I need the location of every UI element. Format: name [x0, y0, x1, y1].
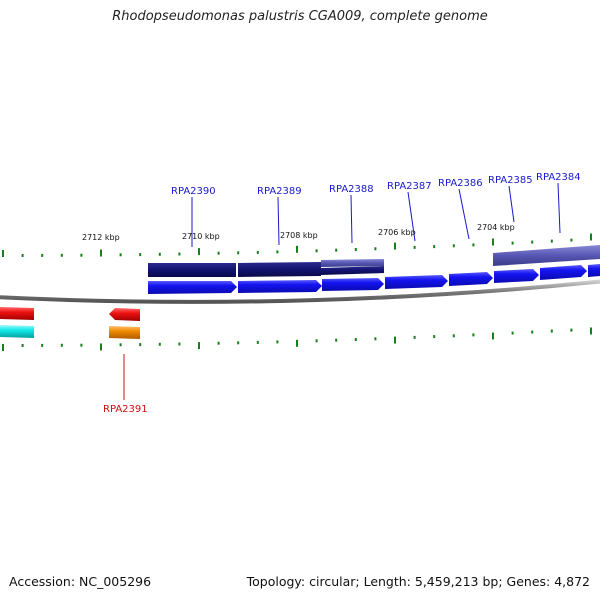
- cds-arrow-rpa2387[interactable]: [385, 275, 448, 289]
- gene-label[interactable]: RPA2391: [103, 404, 148, 415]
- cds-arrow-partial[interactable]: [588, 264, 600, 277]
- tick-label: 2704 kbp: [477, 223, 515, 232]
- tick-label: 2712 kbp: [82, 233, 120, 242]
- genome-backbone: [0, 279, 600, 304]
- gene-label[interactable]: RPA2387: [387, 181, 432, 192]
- tick-label: 2710 kbp: [182, 232, 220, 241]
- gene-label[interactable]: RPA2388: [329, 184, 374, 195]
- feature-dark-1[interactable]: [148, 263, 236, 277]
- tick-label: 2706 kbp: [378, 228, 416, 237]
- tick-row-bottom: [2, 327, 592, 351]
- rna-orange[interactable]: [109, 326, 140, 339]
- tick-row-top: [2, 233, 592, 257]
- gene-label[interactable]: RPA2385: [488, 175, 533, 186]
- cds-arrow-rpa2384[interactable]: [540, 265, 587, 280]
- cds-arrow-rpa2390[interactable]: [148, 281, 237, 294]
- feature-purple-1[interactable]: [321, 259, 384, 267]
- topology-text: Topology: circular; Length: 5,459,213 bp…: [246, 574, 590, 589]
- cds-arrow-rpa2389[interactable]: [238, 280, 322, 293]
- gene-label[interactable]: RPA2389: [257, 186, 302, 197]
- gene-label[interactable]: RPA2386: [438, 178, 483, 189]
- map-title: Rhodopseudomonas palustris CGA009, compl…: [112, 9, 488, 24]
- gene-label[interactable]: RPA2390: [171, 186, 216, 197]
- rna-cyan-left[interactable]: [0, 325, 34, 338]
- feature-dark-3[interactable]: [321, 266, 384, 275]
- gene-label[interactable]: RPA2384: [536, 172, 581, 183]
- feature-purple-2[interactable]: [493, 245, 600, 266]
- cds-arrow-rpa2391[interactable]: [109, 308, 140, 321]
- accession-text: Accession: NC_005296: [9, 574, 152, 589]
- feature-dark-2[interactable]: [238, 262, 321, 277]
- tick-label: 2708 kbp: [280, 231, 318, 240]
- cds-arrow-rpa2385[interactable]: [494, 269, 539, 283]
- cds-arrow-rpa2388[interactable]: [322, 278, 384, 291]
- cds-reverse-left[interactable]: [0, 307, 34, 320]
- gene-leader-lines: [191, 182, 561, 247]
- cds-arrow-rpa2386[interactable]: [449, 272, 493, 286]
